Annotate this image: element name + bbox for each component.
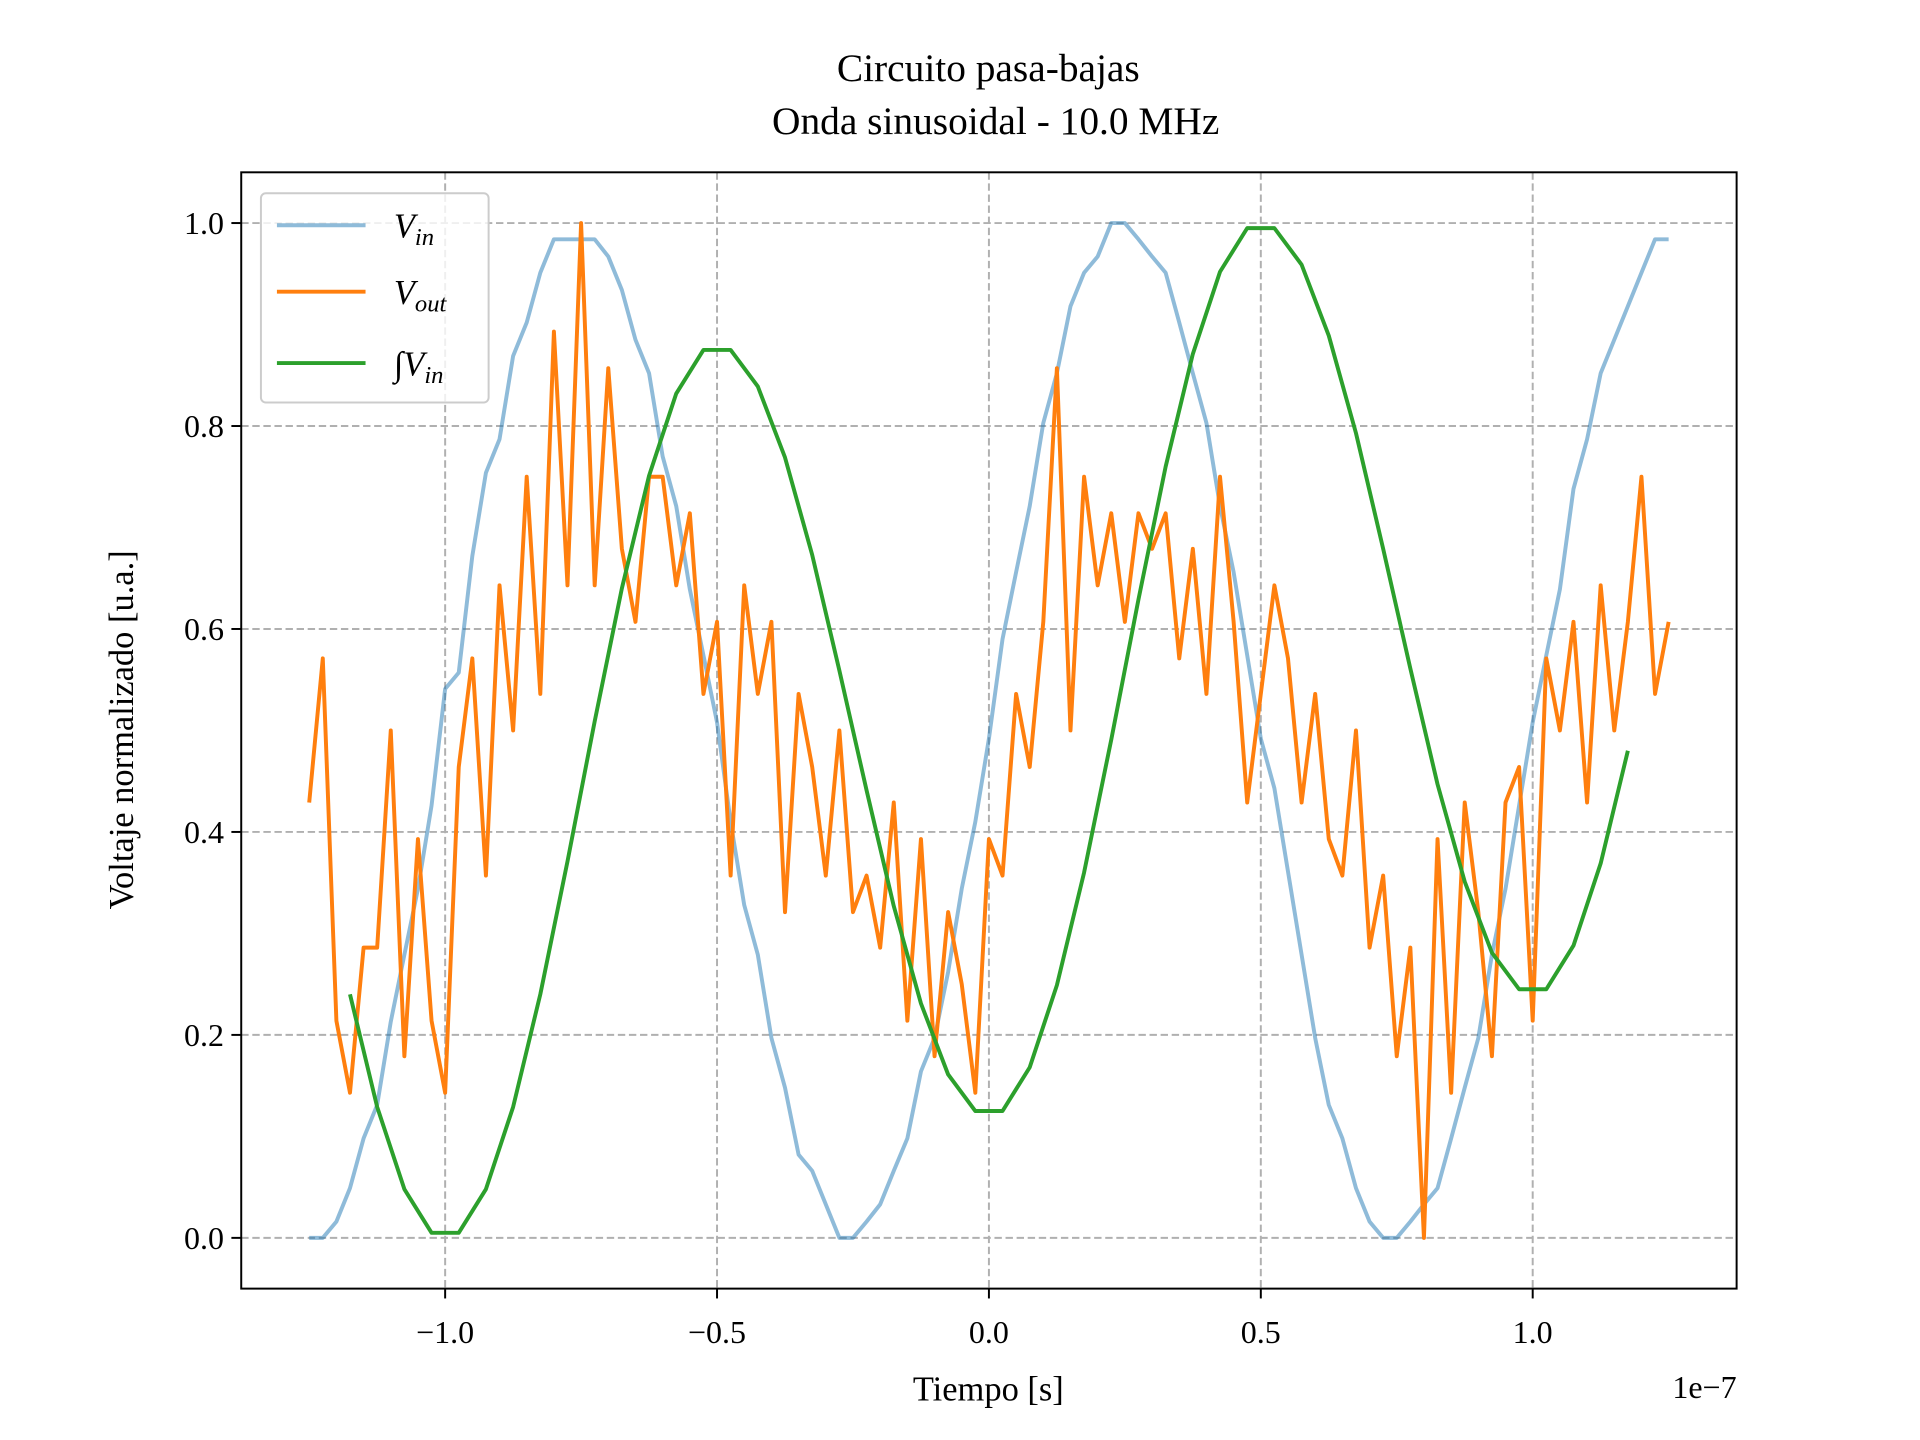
y-tick-label: 0.8: [184, 408, 224, 444]
legend-label: ∫Vin: [392, 345, 444, 388]
series-line: [307, 221, 1671, 1240]
y-axis-label: Voltaje normalizado [u.a.]: [103, 550, 141, 909]
x-axis-label: Tiempo [s]: [913, 1371, 1064, 1409]
legend-label: Vin: [394, 208, 434, 251]
series-line: [309, 221, 1669, 1240]
x-tick-label: −1.0: [416, 1314, 474, 1350]
legend-label: Vout: [394, 274, 448, 317]
x-offset-label: 1e−7: [1672, 1369, 1736, 1405]
y-tick-label: 0.4: [184, 814, 224, 850]
plot-frame: [240, 171, 1738, 1290]
y-tick-label: 1.0: [184, 205, 224, 241]
legend-box: [259, 192, 490, 404]
chart-title: Circuito pasa-bajas: [837, 46, 1140, 90]
x-tick-label: −0.5: [688, 1314, 746, 1350]
x-tick-label: 0.0: [969, 1314, 1009, 1350]
x-tick-label: 0.5: [1241, 1314, 1281, 1350]
y-tick-label: 0.2: [184, 1017, 224, 1053]
chart-subtitle: Onda sinusoidal - 10.0 MHz: [772, 99, 1219, 143]
y-tick-label: 0.0: [184, 1220, 224, 1256]
y-tick-label: 0.6: [184, 611, 224, 647]
series-line: [348, 226, 1630, 1235]
x-tick-label: 1.0: [1513, 1314, 1553, 1350]
